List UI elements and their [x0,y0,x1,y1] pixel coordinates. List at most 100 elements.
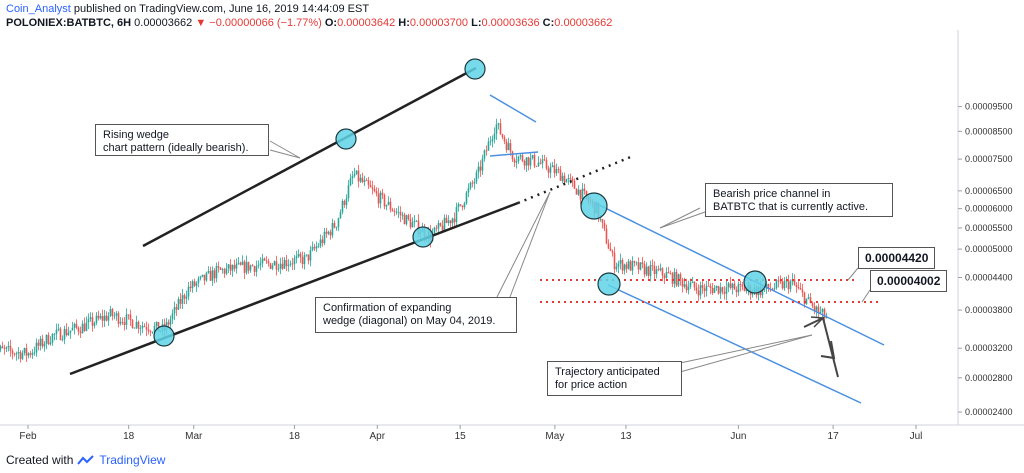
candle-body [247,261,250,271]
callout-level-upper-pointer [847,267,859,281]
candle-body [401,214,404,216]
candle-body [41,338,44,347]
x-tick-label: 18 [289,431,301,442]
candle-body [1,346,4,349]
channel-lower-line[interactable] [607,284,862,404]
candle-body [795,284,798,288]
wedge-lower-line[interactable] [69,201,519,376]
candle-body [625,264,628,269]
candle-body [673,271,676,284]
candle-body [377,193,380,204]
candle-body [291,263,294,265]
candle-body [311,246,314,250]
candle-body [127,314,130,316]
candle-body [499,123,502,135]
callout-confirmation-pointer [496,191,551,298]
candle-body [375,191,378,194]
candle-body [359,177,362,182]
y-tick-label: 0.00006000 [965,204,1013,214]
y-tick-label: 0.00005000 [965,244,1013,254]
candle-body [683,284,686,287]
candle-body [55,329,58,334]
candle-body [361,177,364,183]
tradingview-brand[interactable]: TradingView [99,453,166,467]
candle-body [185,296,188,299]
candle-body [621,259,624,271]
candle-body [177,298,180,310]
candle-body [301,257,304,265]
candle-body [231,265,234,271]
candle-body [273,261,276,266]
candle-body [735,289,738,293]
candle-body [539,162,542,164]
candle-body [199,276,202,279]
publisher-line: Coin_Analyst published on TradingView.co… [6,3,369,15]
candle-body [383,194,386,207]
callout-rising-wedge-pointer-2 [269,149,301,159]
candle-body [379,192,382,204]
x-tick-label: 17 [828,431,840,442]
candle-body [293,258,296,265]
candle-body [675,271,678,286]
candle-body [333,223,336,228]
wedge-upper-line[interactable] [142,66,477,248]
candle-body [19,351,22,359]
candle-body [399,211,402,216]
candle-body [535,165,538,167]
candle-body [433,227,436,233]
triangle-lower-line[interactable] [489,151,539,157]
candle-body [615,266,618,270]
candle-body [347,185,350,199]
candle-body [825,317,828,319]
candle-body [299,253,302,258]
candle-body [243,261,246,273]
candle-body [279,263,282,269]
candle-body [13,353,16,355]
candle-body [647,266,650,276]
candle-body [205,272,208,281]
candle-body [537,162,540,166]
candle-body [569,177,572,179]
candle-body [799,288,802,290]
candle-body [577,189,580,195]
candle-body [801,289,804,293]
candle-body [549,167,552,173]
channel-upper-line[interactable] [594,202,885,346]
candle-body [527,157,530,166]
candle-body [627,261,630,269]
candle-body [259,263,262,266]
candle-body [367,180,370,185]
author-link[interactable]: Coin_Analyst [6,3,71,15]
candle-body [461,205,464,208]
candle-body [87,319,90,323]
tradingview-logo-icon[interactable] [77,454,95,466]
candle-body [151,331,154,333]
triangle-upper-line[interactable] [489,94,537,123]
candle-body [557,169,560,170]
y-tick-label: 0.00004400 [965,272,1013,282]
published-text: published on TradingView.com, June 16, 2… [70,3,370,15]
candle-body [479,166,482,171]
candle-body [295,256,298,259]
candle-body [803,292,806,304]
candle-body [811,303,814,306]
candle-body [731,283,734,288]
candle-body [773,288,776,290]
candle-body [175,307,178,310]
highlight-circle [464,58,486,80]
candle-body [219,267,222,270]
candle-body [559,169,562,181]
candle-body [71,327,74,331]
candle-body [251,265,254,267]
candle-body [235,263,238,269]
candle-body [439,223,442,226]
callout-channel-pointer-2 [659,211,706,229]
candle-body [641,262,644,265]
candle-body [157,321,160,332]
candle-body [665,272,668,279]
candle-body [387,201,390,205]
candle-body [153,325,156,332]
open-label: O: [324,17,338,29]
candle-body [281,263,284,269]
